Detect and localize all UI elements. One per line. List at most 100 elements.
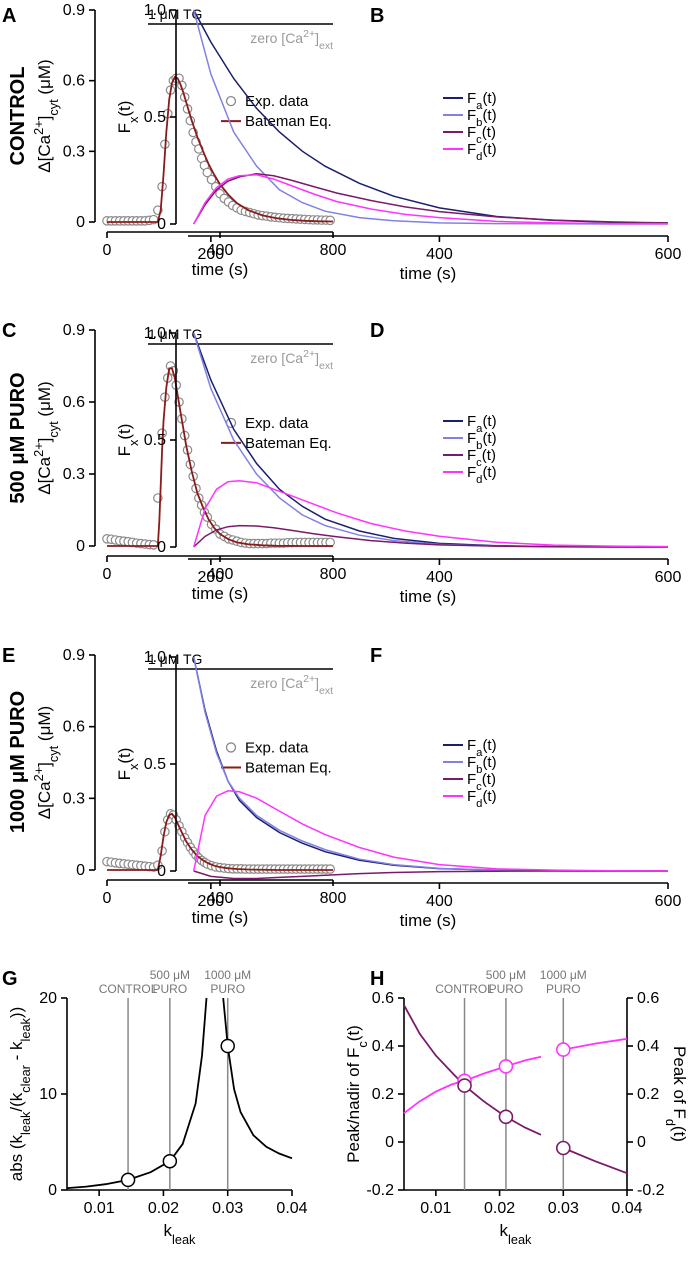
- exp-data-point: [206, 174, 217, 185]
- y-tick-label: 0.3: [63, 143, 85, 160]
- y-axis-label: abs (kleak/(kclear - kleak)): [7, 1007, 33, 1182]
- y-tick-label: 0.9: [63, 322, 85, 339]
- x-tick-label: 0: [103, 242, 112, 259]
- legend-label-Fd: Fd(t): [467, 141, 497, 163]
- y-tick-label: 0.5: [144, 756, 166, 773]
- legend-exp-label: Exp. data: [245, 739, 309, 756]
- legend-label-Fb: Fb(t): [467, 107, 497, 129]
- zero-ca-label: zero [Ca2+]ext: [250, 348, 333, 372]
- x-tick-label: 0.01: [84, 1200, 115, 1217]
- legend-label-Fc: Fc(t): [467, 771, 496, 793]
- series-line-Fc: [193, 870, 668, 880]
- panel-A: 0 0.3 0.6 0.9 0 400 800 time (s) Δ[Ca2+]cyt (μM)…: [31, 2, 347, 279]
- y-axis-label-left: Peak/nadir of Fc(t): [344, 1025, 370, 1163]
- y-tick-label-right: 0.2: [637, 1086, 659, 1103]
- y-tick-label: 1.0: [144, 325, 166, 342]
- y-tick-label: 0.5: [144, 109, 166, 126]
- legend-fit-label: Bateman Eq.: [245, 759, 332, 776]
- x-tick-label: 0.01: [420, 1200, 451, 1217]
- row-label: 1000 μM PURO: [7, 691, 29, 833]
- y-axis-label: Fx(t): [115, 748, 141, 781]
- condition-point: [220, 1038, 235, 1054]
- x-tick-label: 400: [426, 893, 453, 910]
- condition-label: PURO: [210, 982, 245, 996]
- row-label: CONTROL: [7, 67, 29, 166]
- legend-label-Fa: Fa(t): [467, 90, 497, 112]
- x-axis-label: time (s): [400, 264, 457, 283]
- condition-label: 1000 μM: [204, 968, 251, 982]
- x-axis-label: time (s): [400, 911, 457, 930]
- condition-label: CONTROL: [99, 982, 158, 996]
- exp-data-point: [325, 215, 335, 226]
- y-tick-label: 0: [76, 862, 85, 879]
- y-tick-label: 0: [76, 214, 85, 231]
- x-tick-label: 600: [655, 893, 682, 910]
- condition-label: 500 μM: [150, 968, 190, 982]
- series-line: [222, 997, 293, 1160]
- x-tick-label: 800: [320, 566, 347, 583]
- y-tick-label-left: 0.4: [372, 1038, 394, 1055]
- y-tick-label-left: -0.2: [366, 1182, 394, 1199]
- bateman-fit-line: [107, 367, 333, 547]
- x-axis-label: kleak: [164, 1221, 197, 1247]
- x-axis-label: time (s): [400, 587, 457, 606]
- condition-label: CONTROL: [435, 982, 494, 996]
- condition-label: 500 μM: [486, 968, 526, 982]
- bateman-fit-line: [107, 75, 334, 223]
- series-line-Fc: [403, 1004, 542, 1136]
- y-tick-label-right: 0.6: [637, 990, 659, 1007]
- x-tick-label: 800: [320, 890, 347, 907]
- panel-H: -0.2 0 0.2 0.4 0.6 -0.2 0 0.2 0.4 0.6 0.01 0.02 0.03…: [344, 968, 689, 1247]
- exp-data-point: [202, 167, 213, 178]
- condition-label: 1000 μM: [540, 968, 587, 982]
- y-tick-label-right: 0.4: [637, 1038, 659, 1055]
- condition-point-Fd: [498, 1059, 514, 1074]
- y-axis-label: Δ[Ca2+]cyt (μM): [31, 381, 61, 494]
- x-tick-label: 0.02: [148, 1200, 179, 1217]
- series-line-Fd: [403, 1055, 542, 1114]
- panel-letter-C: C: [2, 320, 16, 342]
- condition-point-Fc: [457, 1078, 472, 1093]
- y-tick-label: 0.5: [144, 432, 166, 449]
- x-tick-label: 200: [198, 246, 225, 263]
- legend-label-Fc: Fc(t): [467, 447, 496, 469]
- x-tick-label: 400: [426, 246, 453, 263]
- x-tick-label: 400: [207, 890, 234, 907]
- legend-fit-label: Bateman Eq.: [245, 435, 332, 452]
- y-tick-label: 0.6: [63, 394, 85, 411]
- y-tick-label-left: 0.2: [372, 1086, 394, 1103]
- x-tick-label: 0.03: [212, 1200, 243, 1217]
- x-tick-label: 200: [198, 569, 225, 586]
- series-line: [66, 997, 208, 1189]
- x-tick-label: 400: [426, 569, 453, 586]
- y-tick-label: 0: [48, 1182, 57, 1199]
- y-tick-label: 10: [39, 1086, 57, 1103]
- y-tick-label: 0.9: [63, 2, 85, 19]
- y-tick-label: 0: [157, 216, 166, 233]
- x-axis-label: kleak: [500, 1221, 533, 1247]
- condition-label: PURO: [489, 982, 524, 996]
- y-tick-label: 0.3: [63, 790, 85, 807]
- x-tick-label: 0.02: [484, 1200, 515, 1217]
- legend-exp-label: Exp. data: [245, 415, 309, 432]
- y-tick-label-left: 0.6: [372, 990, 394, 1007]
- legend-label-Fd: Fd(t): [467, 464, 497, 486]
- x-tick-label: 0.04: [276, 1200, 307, 1217]
- panel-E: 0 0.3 0.6 0.9 0 400 800 time (s) Δ[Ca2+]cyt (μM)…: [31, 647, 347, 927]
- legend-label-Fb: Fb(t): [467, 754, 497, 776]
- series-line-Fc: [562, 1147, 628, 1175]
- x-tick-label: 0.03: [548, 1200, 579, 1217]
- x-tick-label: 400: [207, 566, 234, 583]
- series-line-Fc: [193, 172, 669, 225]
- legend-label-Fa: Fa(t): [467, 413, 497, 435]
- panel-letter-D: D: [370, 320, 384, 342]
- condition-point-Fc: [555, 1140, 571, 1156]
- x-tick-label: 400: [207, 242, 234, 259]
- zero-ca-label: zero [Ca2+]ext: [250, 673, 333, 697]
- panel-letter-F: F: [370, 645, 382, 667]
- x-tick-label: 800: [320, 242, 347, 259]
- legend-label-Fb: Fb(t): [467, 430, 497, 452]
- series-line-Fc: [193, 524, 668, 548]
